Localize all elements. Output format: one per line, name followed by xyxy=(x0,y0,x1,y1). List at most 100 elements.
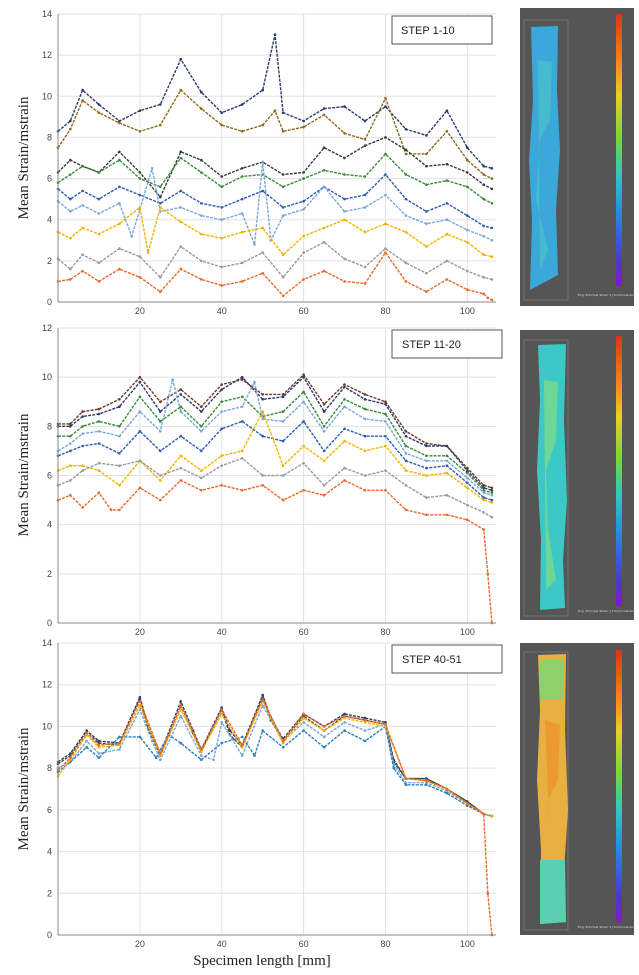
data-point xyxy=(81,469,84,472)
data-point xyxy=(322,269,326,273)
data-point xyxy=(392,766,396,770)
data-point xyxy=(363,474,367,477)
data-point xyxy=(118,202,121,205)
data-point xyxy=(363,417,367,421)
data-point xyxy=(261,410,265,413)
data-point xyxy=(302,251,305,254)
data-point xyxy=(261,123,265,127)
data-point xyxy=(425,513,428,517)
data-point xyxy=(69,752,72,755)
data-point xyxy=(200,430,203,433)
data-point xyxy=(425,245,428,248)
data-point xyxy=(343,721,346,724)
data-point xyxy=(69,278,72,281)
data-point xyxy=(81,444,84,448)
chart-panel-3: 0 2 4 6 8 10 12 14 20 40 60 80 100 STEP 40-51 xyxy=(42,638,503,949)
data-point xyxy=(482,511,486,514)
data-point xyxy=(118,741,121,745)
x-tick-label: 60 xyxy=(299,627,309,637)
data-point xyxy=(212,758,215,762)
data-point xyxy=(404,444,408,448)
data-point xyxy=(81,269,84,273)
data-point xyxy=(466,804,469,807)
x-tick-label: 80 xyxy=(380,939,390,949)
data-point xyxy=(445,259,449,263)
data-point xyxy=(490,814,494,818)
data-point xyxy=(179,267,183,271)
data-point xyxy=(363,721,367,724)
data-point xyxy=(466,800,469,803)
x-tick-label: 100 xyxy=(460,939,475,949)
data-point xyxy=(322,484,326,487)
data-point xyxy=(384,193,387,197)
step-label-1: STEP 1-10 xyxy=(401,25,455,37)
dic-image-1: Eng. Principal Strain 1 [%/microstrain] xyxy=(520,8,635,306)
data-point xyxy=(154,756,158,759)
data-point xyxy=(200,758,203,762)
data-point xyxy=(425,777,428,780)
data-point xyxy=(343,479,346,482)
data-point xyxy=(220,236,223,240)
data-point xyxy=(179,88,183,92)
data-point xyxy=(81,253,84,256)
data-point xyxy=(343,218,346,221)
data-point xyxy=(97,461,101,465)
series-line-2-2 xyxy=(58,376,493,491)
data-point xyxy=(281,395,285,399)
data-point xyxy=(138,459,142,463)
series-line-2-1 xyxy=(58,373,493,489)
data-point xyxy=(281,739,285,743)
data-point xyxy=(200,171,203,174)
data-point xyxy=(322,185,326,189)
data-point xyxy=(302,375,305,379)
data-point xyxy=(482,486,486,490)
y-tick-label: 10 xyxy=(42,372,52,382)
data-point xyxy=(466,481,469,485)
data-point xyxy=(322,430,326,433)
data-point xyxy=(404,148,408,152)
data-point xyxy=(343,385,346,389)
data-point xyxy=(138,380,142,384)
data-point xyxy=(281,294,285,298)
data-point xyxy=(261,474,265,477)
data-point xyxy=(138,698,142,701)
data-point xyxy=(179,388,183,391)
data-point xyxy=(138,130,142,133)
data-point xyxy=(261,698,265,701)
data-point xyxy=(97,430,101,433)
data-point xyxy=(343,156,346,160)
x-tick-label: 80 xyxy=(380,306,390,316)
data-point xyxy=(404,280,408,283)
data-point xyxy=(384,469,387,472)
data-point xyxy=(69,442,72,445)
data-point xyxy=(138,395,142,399)
data-point xyxy=(159,420,162,423)
data-point xyxy=(490,255,494,258)
data-point xyxy=(404,484,408,487)
data-point xyxy=(97,743,101,747)
data-point xyxy=(404,452,408,455)
data-point xyxy=(220,454,223,458)
data-point xyxy=(69,758,72,762)
data-point xyxy=(363,729,367,732)
data-point xyxy=(261,271,265,275)
data-point xyxy=(363,407,367,411)
data-point xyxy=(425,183,428,186)
data-point xyxy=(118,405,121,409)
data-point xyxy=(404,777,408,780)
data-point xyxy=(240,489,244,492)
data-point xyxy=(404,261,408,265)
data-point xyxy=(482,496,486,499)
data-point xyxy=(425,290,428,294)
data-point xyxy=(363,718,367,722)
data-point xyxy=(490,239,494,242)
x-tick-label: 40 xyxy=(217,939,227,949)
data-point xyxy=(138,735,142,739)
data-point xyxy=(261,704,265,707)
data-point xyxy=(159,185,162,189)
data-point xyxy=(200,750,203,753)
data-point xyxy=(138,276,142,279)
data-point xyxy=(97,469,101,472)
data-point xyxy=(118,508,121,512)
data-point xyxy=(159,290,162,294)
